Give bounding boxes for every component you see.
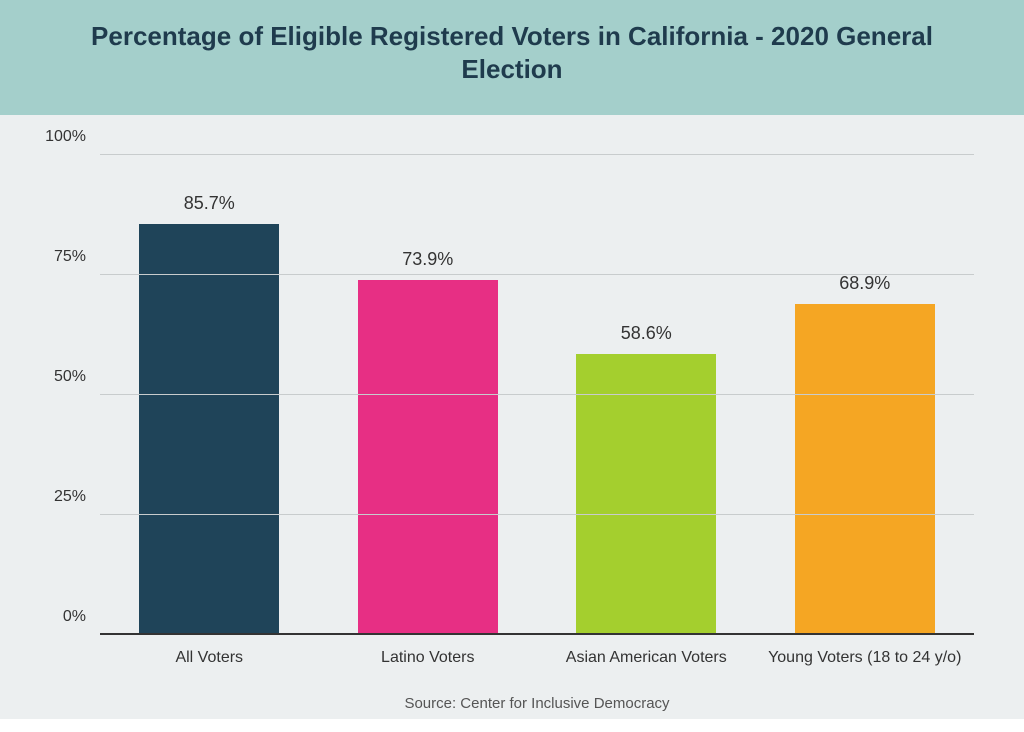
x-axis-labels-row: All VotersLatino VotersAsian American Vo… (100, 649, 974, 667)
x-axis-category-label: Asian American Voters (537, 649, 756, 667)
gridline (100, 154, 974, 155)
chart-header-band: Percentage of Eligible Registered Voters… (0, 0, 1024, 115)
bar-group: 68.9% (756, 155, 975, 635)
x-axis-category-label: Latino Voters (319, 649, 538, 667)
y-axis-tick-label: 50% (54, 368, 86, 386)
bar-rect (795, 304, 935, 635)
bar-column: 85.7% (139, 155, 279, 635)
bar-group: 58.6% (537, 155, 756, 635)
bar-value-label: 73.9% (402, 249, 453, 270)
plot-region: 85.7%73.9%58.6%68.9% 0%25%50%75%100% (100, 155, 974, 635)
y-axis-tick-label: 0% (63, 608, 86, 626)
gridline (100, 394, 974, 395)
bar-rect (358, 280, 498, 635)
bar-group: 85.7% (100, 155, 319, 635)
source-caption: Source: Center for Inclusive Democracy (100, 695, 974, 712)
chart-container: Percentage of Eligible Registered Voters… (0, 0, 1024, 719)
x-axis-category-label: All Voters (100, 649, 319, 667)
bar-column: 73.9% (358, 155, 498, 635)
x-axis-category-label: Young Voters (18 to 24 y/o) (756, 649, 975, 667)
bar-value-label: 58.6% (621, 323, 672, 344)
gridline (100, 514, 974, 515)
y-axis-tick-label: 75% (54, 248, 86, 266)
chart-plot-area: 85.7% 73.9% 58.6% 68.9% 0% 25% 50% 75% 100% All… (0, 115, 1024, 732)
chart-title: Percentage of Eligible Registered Voters… (50, 20, 974, 85)
bar-rect (139, 224, 279, 635)
y-axis-tick-label: 25% (54, 488, 86, 506)
bar-group: 73.9% (319, 155, 538, 635)
bar-rect (576, 354, 716, 635)
bar-column: 68.9% (795, 155, 935, 635)
bar-value-label: 85.7% (184, 193, 235, 214)
bar-value-label: 68.9% (839, 273, 890, 294)
bars-row: 85.7% 73.9% 58.6% 68.9% (100, 155, 974, 635)
bar-column: 58.6% (576, 155, 716, 635)
y-axis-tick-label: 100% (45, 128, 86, 146)
gridline (100, 274, 974, 275)
x-axis-baseline (100, 633, 974, 635)
